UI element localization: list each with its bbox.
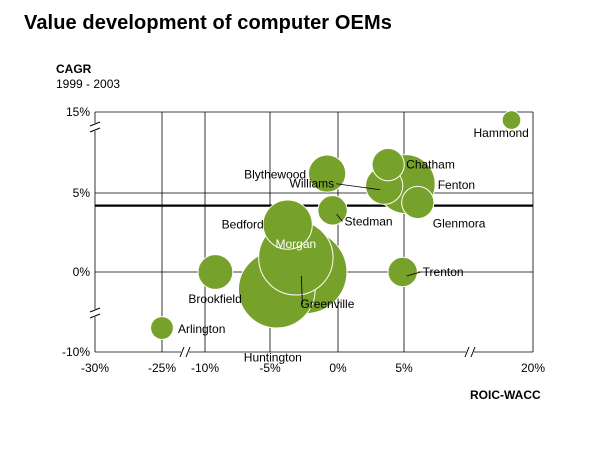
y-axis-label: CAGR — [56, 62, 92, 76]
grid — [94, 111, 534, 353]
x-tick-label: -25% — [148, 361, 176, 375]
axis-break-marker — [179, 345, 191, 359]
bubble-label: Morgan — [275, 237, 316, 251]
bubble-label: Chatham — [406, 158, 455, 172]
bubble-brookfield — [197, 254, 234, 290]
bubble-label: Greenville — [300, 297, 354, 311]
bubble-label: Trenton — [423, 265, 464, 279]
x-tick-label: 5% — [395, 361, 413, 375]
bubble-trenton — [387, 256, 418, 288]
bubble-bedford — [262, 199, 313, 250]
y-tick-label: -10% — [62, 345, 90, 359]
x-tick-label: -5% — [259, 361, 281, 375]
bubble-glenmora — [401, 185, 435, 220]
x-axis-label: ROIC-WACC — [470, 388, 541, 402]
leader-line — [300, 275, 303, 305]
chart-title: Value development of computer OEMs — [24, 12, 392, 34]
bubble-hammond — [501, 110, 522, 130]
bubble-label: Bedford — [222, 218, 264, 232]
leader-line — [406, 271, 421, 277]
leader-line — [336, 214, 343, 222]
bubbles — [150, 110, 522, 340]
bubble-labels: Hammond Chatham Blythewood Fenton Williams Gl… — [178, 126, 529, 365]
bubble-label: Hammond — [474, 126, 529, 140]
axis-break-marker — [464, 345, 476, 359]
bubble-blythewood — [308, 154, 347, 193]
bubble-arlington — [150, 316, 174, 340]
bubble-label: Williams — [290, 177, 335, 191]
axis-break-marker — [88, 121, 102, 133]
y-tick-label: 0% — [73, 265, 91, 279]
bubble-label: Fenton — [438, 178, 475, 192]
bubble-label: Stedman — [345, 214, 393, 228]
bubble-label: Glenmora — [433, 216, 486, 230]
bubble-label: Brookfield — [188, 292, 241, 306]
tick-labels: 15% 5% 0% -10% -30% -25% -10% -5% 0% 5% 20% — [62, 105, 545, 375]
leader-line — [336, 183, 381, 191]
axis-breaks — [88, 121, 476, 359]
x-tick-label: 20% — [521, 361, 545, 375]
bubble-chatham — [371, 148, 405, 182]
x-tick-label: -10% — [191, 361, 219, 375]
bubble-label: Huntington — [244, 351, 302, 365]
bubble-stedman — [317, 195, 348, 226]
x-tick-label: 0% — [329, 361, 347, 375]
y-axis-sublabel: 1999 - 2003 — [56, 77, 121, 91]
bubble-label: Blythewood — [244, 168, 306, 182]
axis-break-marker — [88, 307, 102, 319]
x-tick-label: -30% — [81, 361, 109, 375]
y-tick-label: 15% — [66, 105, 90, 119]
bubble-label: Arlington — [178, 322, 225, 336]
y-tick-label: 5% — [73, 186, 91, 200]
